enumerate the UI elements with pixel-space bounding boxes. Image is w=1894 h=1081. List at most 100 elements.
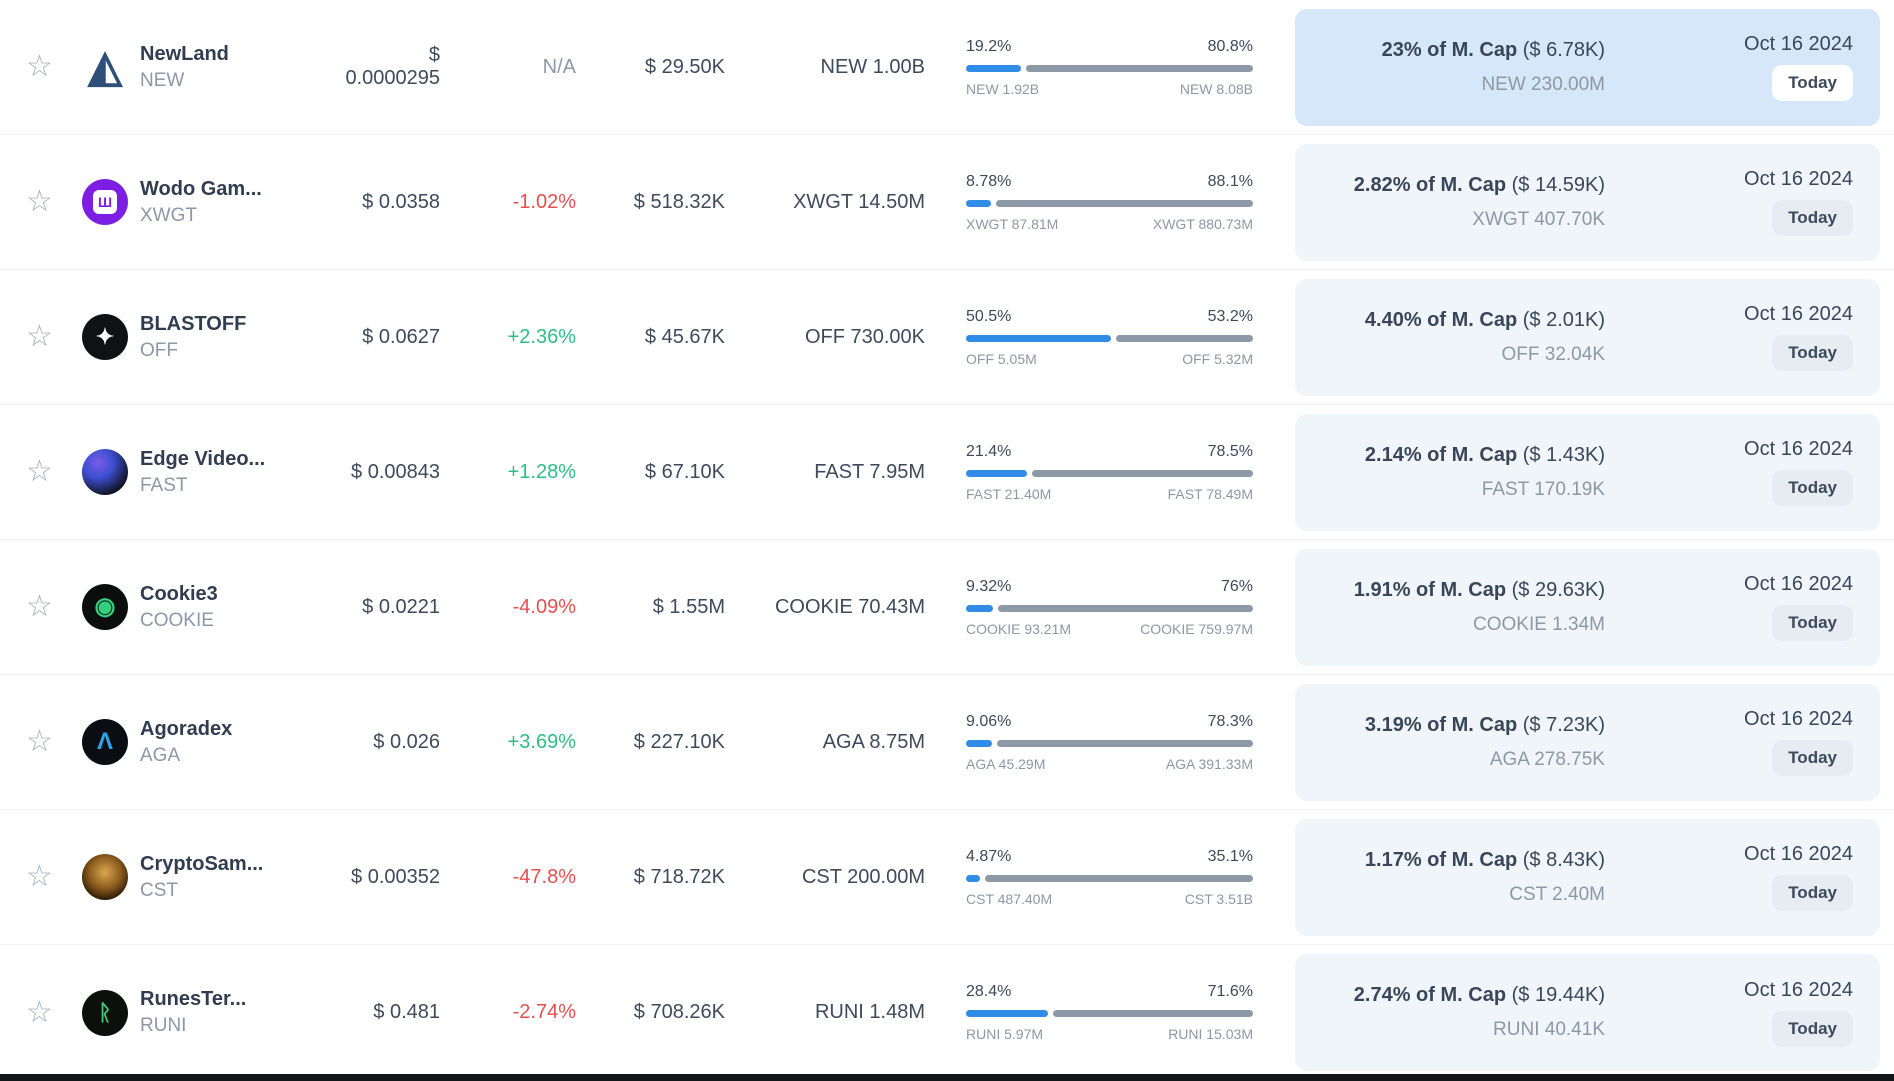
table-row[interactable]: ☆ ◉ Cookie3 COOKIE $ 0.0221 -4.09% $ 1.5… (0, 540, 1894, 675)
today-badge: Today (1772, 605, 1853, 641)
market-cap-paren: ($ 1.43K) (1522, 443, 1605, 466)
market-cap-summary: 2.82% of M. Cap ($ 14.59K) XWGT 407.70K (1295, 174, 1605, 231)
name-cell: BLASTOFF OFF (140, 313, 340, 362)
logo-cell: ✦ (82, 314, 140, 360)
bar-right-pct: 80.8% (1207, 37, 1253, 55)
bar-right-pct: 76% (1220, 577, 1253, 595)
token-logo (82, 449, 128, 495)
token-symbol: RUNI (140, 1015, 187, 1036)
table-row[interactable]: ☆ ◭ NewLand NEW $ 0.0000295 N/A $ 29.50K… (0, 0, 1894, 135)
token-name: Edge Video... (140, 447, 266, 470)
logo-cell: Ш (82, 179, 140, 225)
logo-cell: Λ (82, 719, 140, 765)
change-value: -1.02% (512, 190, 576, 213)
market-cap-line: 2.14% of M. Cap ($ 1.43K) (1295, 444, 1605, 467)
date-group: Oct 16 2024 Today (1605, 708, 1880, 776)
bar-right-pct: 53.2% (1207, 307, 1253, 325)
favorite-star-icon[interactable]: ☆ (26, 590, 53, 623)
favorite-star-icon[interactable]: ☆ (26, 455, 53, 488)
bar-labels: NEW 1.92B NEW 8.08B (966, 81, 1253, 97)
market-cap-amount: AGA 278.75K (1489, 748, 1605, 770)
market-cap-amount: OFF 32.04K (1501, 343, 1606, 365)
logo-cell: ◉ (82, 584, 140, 630)
bar-labels: AGA 45.29M AGA 391.33M (966, 756, 1253, 772)
bar-percentages: 4.87% 35.1% (966, 848, 1253, 866)
bar-left-pct: 4.87% (966, 847, 1012, 865)
table-row[interactable]: ☆ ✦ BLASTOFF OFF $ 0.0627 +2.36% $ 45.67… (0, 270, 1894, 405)
price-value: $ 0.0221 (362, 595, 440, 618)
token-symbol: NEW (140, 69, 185, 91)
price-value: $ 0.026 (373, 730, 440, 753)
favorite-star-icon[interactable]: ☆ (26, 320, 53, 353)
market-cap-cell: 1.91% of M. Cap ($ 29.63K) COOKIE 1.34M … (1295, 548, 1880, 666)
supply-value: COOKIE 70.43M (774, 595, 925, 618)
market-cap-percent: 3.19% of M. Cap (1364, 713, 1518, 736)
supply-value: NEW 1.00B (820, 55, 925, 78)
volume-value: $ 708.26K (633, 1001, 725, 1023)
bar-fill (966, 199, 992, 207)
table-row[interactable]: ☆ ᚱ RunesTer... RUNI $ 0.481 -2.74% $ 70… (0, 945, 1894, 1080)
favorite-star-icon[interactable]: ☆ (26, 995, 53, 1029)
distribution-bar-group: 50.5% 53.2% OFF 5.05M OFF 5.32M (966, 308, 1253, 367)
token-symbol: FAST (140, 474, 188, 496)
market-cap-paren: ($ 2.01K) (1522, 308, 1605, 331)
volume-value: $ 1.55M (652, 595, 725, 618)
favorite-star-icon[interactable]: ☆ (26, 185, 53, 218)
bar-left-pct: 19.2% (966, 37, 1012, 55)
wodo-gaming-icon: Ш (93, 190, 117, 214)
bar-rest (984, 874, 1253, 882)
token-name: RunesTer... (140, 988, 247, 1010)
table-row[interactable]: ☆ Ш Wodo Gam... XWGT $ 0.0358 -1.02% $ 5… (0, 135, 1894, 270)
bar-fill (966, 64, 1022, 72)
market-cap-amount: XWGT 407.70K (1472, 208, 1605, 230)
favorite-cell: ☆ (0, 52, 82, 82)
bar-fill (966, 1010, 1048, 1017)
bar-right-label: XWGT 880.73M (1152, 215, 1253, 232)
table-row[interactable]: ☆ Λ Agoradex AGA $ 0.026 +3.69% $ 227.10… (0, 675, 1894, 810)
token-logo: ◭ (82, 44, 128, 90)
date-value: Oct 16 2024 (1744, 33, 1853, 55)
progress-bar (966, 199, 1253, 207)
date-group: Oct 16 2024 Today (1605, 303, 1880, 371)
date-value: Oct 16 2024 (1744, 573, 1853, 595)
date-value: Oct 16 2024 (1744, 843, 1853, 865)
market-cap-paren: ($ 6.78K) (1522, 38, 1605, 61)
market-cap-summary: 1.17% of M. Cap ($ 8.43K) CST 2.40M (1295, 849, 1605, 906)
date-group: Oct 16 2024 Today (1605, 573, 1880, 641)
table-row[interactable]: ☆ Edge Video... FAST $ 0.00843 +1.28% $ … (0, 405, 1894, 540)
progress-bar (966, 604, 1253, 612)
favorite-star-icon[interactable]: ☆ (26, 725, 53, 758)
market-cap-paren: ($ 8.43K) (1522, 848, 1605, 871)
name-cell: Wodo Gam... XWGT (140, 178, 340, 227)
bar-left-label: NEW 1.92B (966, 80, 1040, 97)
token-logo: ◉ (82, 584, 128, 630)
table-row[interactable]: ☆ CryptoSam... CST $ 0.00352 -47.8% $ 71… (0, 810, 1894, 945)
bar-right-label: OFF 5.32M (1182, 350, 1253, 367)
price-value: $ 0.00352 (351, 865, 440, 888)
bar-right-label: COOKIE 759.97M (1140, 620, 1253, 637)
market-cap-cell: 3.19% of M. Cap ($ 7.23K) AGA 278.75K Oc… (1295, 683, 1880, 801)
blastoff-rocket-icon: ✦ (95, 324, 115, 349)
market-cap-line: 1.17% of M. Cap ($ 8.43K) (1295, 849, 1605, 872)
token-name: Wodo Gam... (140, 177, 262, 200)
agoradex-lambda-icon: Λ (96, 728, 113, 755)
volume-value: $ 29.50K (644, 55, 725, 78)
bar-left-label: FAST 21.40M (966, 485, 1052, 502)
bar-rest (997, 604, 1253, 612)
bar-right-pct: 35.1% (1207, 847, 1253, 865)
price-value: $ 0.0627 (362, 325, 440, 348)
market-cap-line: 2.82% of M. Cap ($ 14.59K) (1295, 174, 1605, 197)
market-cap-summary: 4.40% of M. Cap ($ 2.01K) OFF 32.04K (1295, 309, 1605, 366)
favorite-star-icon[interactable]: ☆ (26, 860, 53, 893)
bar-right-pct: 78.5% (1207, 442, 1253, 460)
bar-labels: FAST 21.40M FAST 78.49M (966, 486, 1253, 502)
change-value: +1.28% (507, 460, 576, 483)
bar-percentages: 19.2% 80.8% (966, 38, 1253, 56)
bar-left-label: XWGT 87.81M (966, 215, 1059, 232)
bar-left-pct: 50.5% (966, 307, 1012, 325)
bar-rest (1026, 64, 1253, 72)
supply-value: CST 200.00M (801, 865, 925, 888)
token-symbol: COOKIE (140, 609, 214, 631)
market-cap-line: 1.91% of M. Cap ($ 29.63K) (1295, 579, 1605, 602)
favorite-star-icon[interactable]: ☆ (26, 50, 53, 83)
